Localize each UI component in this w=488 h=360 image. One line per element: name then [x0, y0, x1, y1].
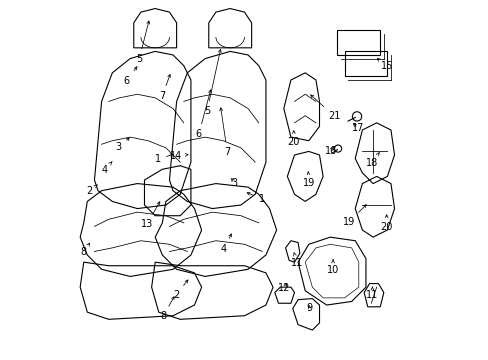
Text: 11: 11 — [366, 287, 378, 300]
Text: 4: 4 — [101, 161, 112, 175]
Text: 8: 8 — [160, 297, 174, 321]
Text: 20: 20 — [380, 215, 392, 232]
Text: 19: 19 — [303, 172, 315, 188]
Text: 4: 4 — [220, 234, 231, 253]
Text: 7: 7 — [159, 75, 170, 101]
Text: 5: 5 — [136, 21, 149, 64]
Text: 10: 10 — [326, 260, 339, 275]
Text: 16: 16 — [324, 146, 336, 156]
Text: 5: 5 — [203, 50, 221, 116]
Text: 7: 7 — [219, 108, 230, 157]
Text: 20: 20 — [287, 131, 299, 148]
Text: 8: 8 — [80, 243, 89, 257]
Text: 19: 19 — [342, 205, 366, 227]
Text: 21: 21 — [310, 95, 340, 121]
Text: 2: 2 — [86, 185, 97, 197]
Text: 3: 3 — [231, 178, 237, 188]
Text: 15: 15 — [377, 58, 392, 71]
Text: 13: 13 — [141, 202, 160, 229]
Text: 12: 12 — [278, 283, 290, 293]
Text: 1: 1 — [246, 193, 264, 203]
Text: 1: 1 — [155, 154, 173, 164]
Text: 11: 11 — [291, 252, 303, 268]
Text: 2: 2 — [172, 280, 187, 300]
Text: 14: 14 — [169, 151, 188, 161]
Text: 3: 3 — [116, 138, 129, 152]
Text: 18: 18 — [366, 153, 378, 168]
Text: 6: 6 — [123, 67, 137, 86]
Text: 9: 9 — [306, 303, 312, 313]
Text: 6: 6 — [195, 90, 211, 139]
Text: 17: 17 — [351, 123, 364, 133]
